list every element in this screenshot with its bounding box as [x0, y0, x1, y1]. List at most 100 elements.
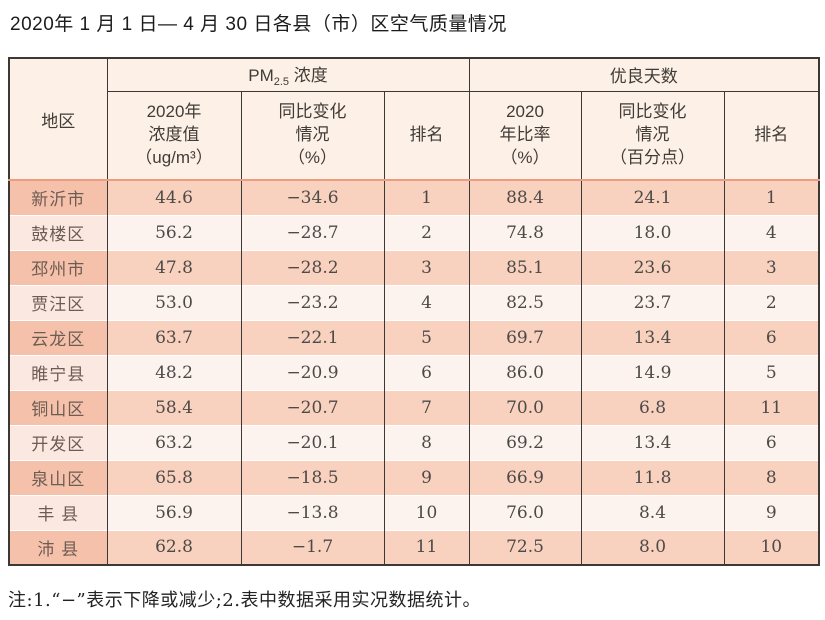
cell-pm-change: −23.2 [240, 285, 384, 320]
cell-good-rank: 11 [723, 390, 820, 425]
header-region: 地区 [8, 58, 107, 180]
cell-pm-value: 44.6 [106, 180, 241, 215]
cell-good-ratio: 86.0 [468, 355, 581, 390]
cell-region: 泉山区 [8, 460, 107, 495]
header-good-rank: 排名 [723, 91, 820, 180]
cell-pm-change: −28.2 [240, 250, 384, 285]
cell-pm-change: −20.7 [240, 390, 384, 425]
cell-good-rank: 2 [723, 285, 820, 320]
cell-good-change: 23.6 [580, 250, 724, 285]
cell-pm-value: 53.0 [106, 285, 241, 320]
cell-good-ratio: 76.0 [468, 495, 581, 530]
cell-pm-value: 58.4 [106, 390, 241, 425]
cell-good-rank: 6 [723, 425, 820, 460]
cell-good-rank: 1 [723, 180, 820, 215]
cell-region: 丰 县 [8, 495, 107, 530]
cell-good-ratio: 82.5 [468, 285, 581, 320]
cell-pm-rank: 10 [383, 495, 469, 530]
cell-good-change: 11.8 [580, 460, 724, 495]
cell-good-change: 13.4 [580, 425, 724, 460]
cell-good-ratio: 85.1 [468, 250, 581, 285]
air-quality-table: 地区 PM2.5 浓度 优良天数 2020年 浓度值 （ug/m³） 同比变化 … [8, 57, 821, 566]
cell-pm-value: 47.8 [106, 250, 241, 285]
cell-pm-rank: 1 [383, 180, 469, 215]
cell-pm-value: 48.2 [106, 355, 241, 390]
cell-pm-rank: 6 [383, 355, 469, 390]
header-pm-change: 同比变化 情况 （%） [240, 91, 384, 180]
cell-region: 开发区 [8, 425, 107, 460]
cell-good-ratio: 66.9 [468, 460, 581, 495]
cell-good-ratio: 70.0 [468, 390, 581, 425]
table-row: 铜山区 58.4 −20.7 7 70.0 6.8 11 [8, 390, 820, 425]
cell-region: 沛 县 [8, 530, 107, 565]
cell-pm-value: 56.9 [106, 495, 241, 530]
cell-pm-rank: 5 [383, 320, 469, 355]
cell-pm-rank: 7 [383, 390, 469, 425]
cell-region: 鼓楼区 [8, 215, 107, 250]
cell-good-change: 8.4 [580, 495, 724, 530]
cell-pm-rank: 9 [383, 460, 469, 495]
cell-region: 铜山区 [8, 390, 107, 425]
table-row: 开发区 63.2 −20.1 8 69.2 13.4 6 [8, 425, 820, 460]
cell-pm-rank: 2 [383, 215, 469, 250]
cell-pm-rank: 11 [383, 530, 469, 565]
cell-region: 睢宁县 [8, 355, 107, 390]
table-row: 新沂市 44.6 −34.6 1 88.4 24.1 1 [8, 180, 820, 215]
header-group-pm25: PM2.5 浓度 [106, 58, 469, 92]
cell-pm-rank: 3 [383, 250, 469, 285]
cell-pm-change: −34.6 [240, 180, 384, 215]
cell-good-change: 23.7 [580, 285, 724, 320]
cell-good-ratio: 69.7 [468, 320, 581, 355]
cell-good-rank: 10 [723, 530, 820, 565]
cell-pm-value: 56.2 [106, 215, 241, 250]
cell-pm-rank: 4 [383, 285, 469, 320]
header-group-good-days: 优良天数 [468, 58, 820, 92]
cell-pm-change: −1.7 [240, 530, 384, 565]
cell-region: 贾汪区 [8, 285, 107, 320]
cell-good-ratio: 88.4 [468, 180, 581, 215]
header-pm-value: 2020年 浓度值 （ug/m³） [106, 91, 241, 180]
table-row: 丰 县 56.9 −13.8 10 76.0 8.4 9 [8, 495, 820, 530]
table-row: 邳州市 47.8 −28.2 3 85.1 23.6 3 [8, 250, 820, 285]
cell-good-rank: 4 [723, 215, 820, 250]
cell-pm-change: −28.7 [240, 215, 384, 250]
cell-pm-change: −13.8 [240, 495, 384, 530]
cell-pm-change: −20.1 [240, 425, 384, 460]
cell-good-rank: 6 [723, 320, 820, 355]
table-row: 云龙区 63.7 −22.1 5 69.7 13.4 6 [8, 320, 820, 355]
cell-good-change: 14.9 [580, 355, 724, 390]
cell-pm-change: −20.9 [240, 355, 384, 390]
cell-pm-value: 63.2 [106, 425, 241, 460]
cell-good-ratio: 74.8 [468, 215, 581, 250]
cell-good-rank: 5 [723, 355, 820, 390]
cell-good-ratio: 69.2 [468, 425, 581, 460]
cell-region: 邳州市 [8, 250, 107, 285]
page-title: 2020年 1 月 1 日— 4 月 30 日各县（市）区空气质量情况 [10, 14, 507, 35]
header-good-ratio: 2020 年比率 （%） [468, 91, 581, 180]
cell-good-change: 24.1 [580, 180, 724, 215]
cell-good-change: 6.8 [580, 390, 724, 425]
footnote: 注:1.“−”表示下降或减少;2.表中数据采用实况数据统计。 [8, 590, 481, 611]
cell-good-change: 18.0 [580, 215, 724, 250]
table-header: 地区 PM2.5 浓度 优良天数 2020年 浓度值 （ug/m³） 同比变化 … [8, 58, 820, 180]
table-row: 睢宁县 48.2 −20.9 6 86.0 14.9 5 [8, 355, 820, 390]
pm25-suffix: 浓度 [289, 66, 328, 86]
cell-good-change: 13.4 [580, 320, 724, 355]
cell-pm-change: −18.5 [240, 460, 384, 495]
cell-pm-value: 62.8 [106, 530, 241, 565]
header-good-change: 同比变化 情况 （百分点） [580, 91, 724, 180]
cell-pm-change: −22.1 [240, 320, 384, 355]
table-row: 沛 县 62.8 −1.7 11 72.5 8.0 10 [8, 530, 820, 565]
cell-good-rank: 8 [723, 460, 820, 495]
cell-region: 新沂市 [8, 180, 107, 215]
cell-good-ratio: 72.5 [468, 530, 581, 565]
cell-good-rank: 9 [723, 495, 820, 530]
cell-region: 云龙区 [8, 320, 107, 355]
table-row: 泉山区 65.8 −18.5 9 66.9 11.8 8 [8, 460, 820, 495]
pm25-label: PM [248, 66, 274, 86]
table-body: 新沂市 44.6 −34.6 1 88.4 24.1 1 鼓楼区 56.2 −2… [8, 180, 820, 565]
cell-good-change: 8.0 [580, 530, 724, 565]
header-pm-rank: 排名 [383, 91, 469, 180]
pm25-subscript: 2.5 [273, 76, 290, 89]
cell-pm-value: 63.7 [106, 320, 241, 355]
